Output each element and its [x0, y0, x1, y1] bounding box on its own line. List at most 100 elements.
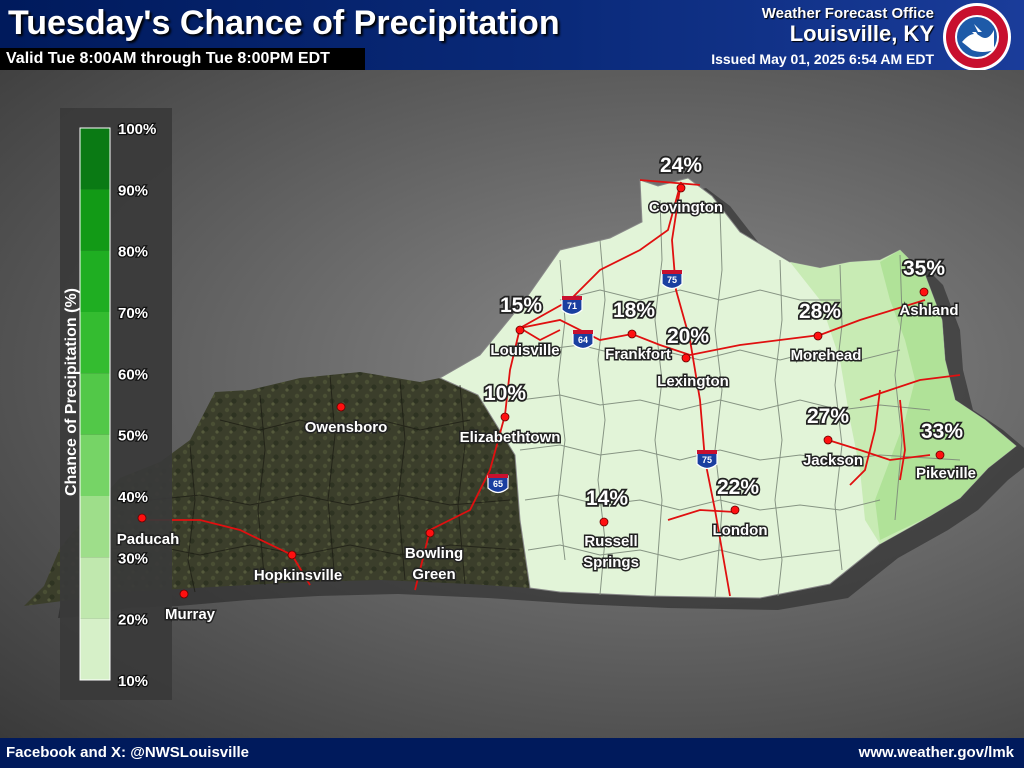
svg-text:75: 75: [702, 455, 712, 465]
interstate-71-shield: 71: [561, 296, 583, 316]
header-bar: Tuesday's Chance of Precipitation Valid …: [0, 0, 1024, 71]
city-murray: Murray: [163, 589, 217, 625]
city-louisville: Louisville 15%: [489, 292, 561, 360]
city-label: Pikeville: [916, 465, 976, 482]
city-dot-icon: [425, 528, 435, 538]
city-label: London: [713, 522, 768, 539]
legend-tick-label: 20%: [118, 612, 148, 629]
city-ashland: Ashland 35%: [898, 255, 960, 320]
pop-value: 24%: [660, 154, 702, 177]
city-label: Louisville: [490, 342, 559, 359]
office-name: Louisville, KY: [789, 21, 934, 46]
pop-value: 35%: [903, 257, 945, 280]
pop-value: 14%: [586, 487, 628, 510]
city-dot-icon: [336, 402, 346, 412]
pop-value: 22%: [717, 476, 759, 499]
pop-value: 20%: [667, 325, 709, 348]
pop-value: 27%: [807, 405, 849, 428]
city-label: Morehead: [791, 347, 862, 364]
footer-bar: Facebook and X: @NWSLouisville www.weath…: [0, 738, 1024, 768]
legend-tick-label: 60%: [118, 366, 148, 383]
legend-tick-label: 10%: [118, 673, 148, 690]
city-hopkinsville: Hopkinsville: [252, 550, 344, 586]
city-label: Owensboro: [305, 419, 388, 436]
city-dot-icon: [813, 331, 823, 341]
svg-text:64: 64: [578, 335, 588, 345]
city-label: Bowling Green: [405, 545, 463, 583]
nws-logo-icon: [943, 3, 1011, 71]
legend-color-step: [80, 373, 110, 435]
legend-color-step: [80, 618, 110, 680]
city-label: Murray: [165, 606, 216, 623]
legend-tick-label: 50%: [118, 428, 148, 445]
city-dot-icon: [681, 353, 691, 363]
interstate-65-shield: 65: [487, 474, 509, 494]
legend: 100% 90% 80% 70% 60% 50% 40% 30% 20% 10% Chance o…: [60, 108, 172, 700]
legend-color-step: [80, 250, 110, 312]
interstate-75-south-shield: 75: [696, 450, 718, 470]
legend-color-step: [80, 496, 110, 558]
city-dot-icon: [676, 183, 686, 193]
pop-value: 28%: [799, 300, 841, 323]
legend-tick-label: 30%: [118, 550, 148, 567]
city-russell-springs: Russell Springs 14%: [582, 485, 641, 572]
county-lines: [519, 199, 961, 599]
valid-period: Valid Tue 8:00AM through Tue 8:00PM EDT: [0, 48, 365, 70]
city-paducah: Paducah: [115, 513, 181, 550]
legend-color-step: [80, 128, 110, 190]
city-dot-icon: [179, 589, 189, 599]
website-url: www.weather.gov/lmk: [858, 744, 1014, 761]
city-label: Covington: [649, 199, 723, 216]
pop-area-30-40: [875, 250, 1016, 540]
city-dot-icon: [627, 329, 637, 339]
interstate-shields: 71 75 64 75 65: [487, 270, 718, 494]
interstate-75-shield: 75: [661, 270, 683, 290]
interstate-64-shield: 64: [572, 330, 594, 350]
city-dot-icon: [730, 505, 740, 515]
city-dot-icon: [599, 517, 609, 527]
city-label: Paducah: [117, 531, 180, 548]
precipitation-map: 71 75 64 75 65 100% 90% 80% 70% 60% 50% 40% 30%…: [24, 108, 1024, 700]
pop-value: 10%: [484, 382, 526, 405]
city-london: London 22%: [711, 474, 769, 540]
city-label: Jackson: [803, 452, 863, 469]
city-dot-icon: [515, 325, 525, 335]
svg-text:71: 71: [567, 301, 577, 311]
city-covington: Covington 24%: [647, 152, 724, 217]
city-label: Ashland: [899, 302, 958, 319]
pop-value: 15%: [500, 294, 542, 317]
city-elizabethtown: Elizabethtown 10%: [458, 380, 562, 447]
issued-time: Issued May 01, 2025 6:54 AM EDT: [711, 51, 934, 67]
city-dot-icon: [137, 513, 147, 523]
city-label: Russell Springs: [583, 533, 639, 571]
legend-color-step: [80, 434, 110, 496]
office-label: Weather Forecast Office: [761, 5, 934, 22]
legend-tick-label: 80%: [118, 244, 148, 261]
legend-tick-label: 90%: [118, 182, 148, 199]
city-label: Hopkinsville: [254, 567, 342, 584]
city-lexington: Lexington 20%: [656, 323, 731, 391]
city-dot-icon: [935, 450, 945, 460]
city-morehead: Morehead 28%: [789, 298, 863, 365]
city-label: Frankfort: [605, 346, 671, 363]
city-label: Lexington: [657, 373, 729, 390]
legend-tick-label: 70%: [118, 305, 148, 322]
legend-color-step: [80, 312, 110, 374]
city-jackson: Jackson 27%: [801, 403, 864, 470]
city-owensboro: Owensboro: [303, 402, 389, 438]
city-label: Elizabethtown: [460, 429, 561, 446]
legend-title: Chance of Precipitation (%): [63, 288, 80, 496]
city-dot-icon: [287, 550, 297, 560]
svg-text:65: 65: [493, 479, 503, 489]
city-dot-icon: [500, 412, 510, 422]
city-frankfort: Frankfort 18%: [604, 297, 673, 364]
map-title: Tuesday's Chance of Precipitation: [8, 4, 560, 42]
legend-tick-label: 40%: [118, 489, 148, 506]
legend-color-step: [80, 189, 110, 251]
city-markers: Covington24%Louisville15%Frankfort18%Lex…: [115, 152, 977, 625]
legend-color-step: [80, 557, 110, 619]
city-pikeville: Pikeville 33%: [914, 418, 977, 483]
city-bowling-green: Bowling Green: [403, 528, 465, 585]
pop-value: 33%: [921, 420, 963, 443]
legend-tick-label: 100%: [118, 121, 156, 138]
